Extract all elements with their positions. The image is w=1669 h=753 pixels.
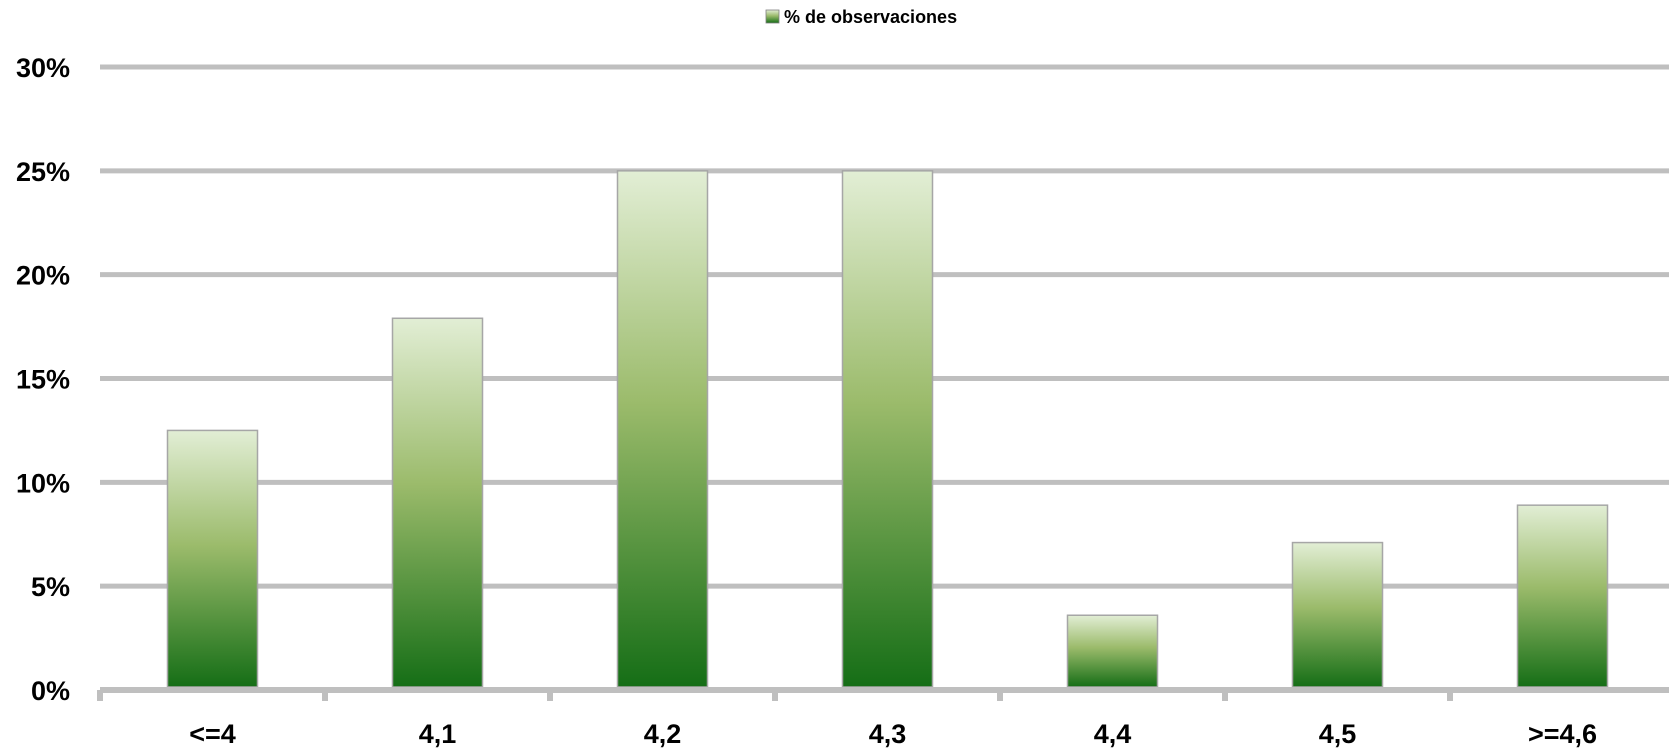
y-tick-label: 10% (16, 468, 70, 498)
bar (616, 170, 709, 688)
legend-label: % de observaciones (784, 7, 957, 27)
x-axis-labels: <=4 4,1 4,2 4,3 4,4 4,5 >=4,6 (189, 719, 1597, 749)
legend-swatch (765, 9, 780, 24)
y-tick-label: 25% (16, 157, 70, 187)
x-tick-label: 4,1 (419, 719, 457, 749)
y-tick-label: 0% (31, 676, 70, 706)
x-tick-label: <=4 (189, 719, 236, 749)
chart-legend: % de observaciones (765, 7, 957, 27)
x-tick-label: 4,3 (869, 719, 907, 749)
y-axis-labels: 0% 5% 10% 15% 20% 25% 30% (16, 53, 70, 706)
x-tick-label: 4,4 (1094, 719, 1132, 749)
bar (1291, 541, 1384, 688)
x-tick-label: 4,5 (1319, 719, 1357, 749)
x-axis (97, 687, 1669, 701)
bar (1516, 504, 1609, 688)
y-tick-label: 15% (16, 365, 70, 395)
x-tick-label: 4,2 (644, 719, 682, 749)
bar (166, 429, 259, 688)
y-tick-label: 5% (31, 572, 70, 602)
bar (1066, 614, 1159, 688)
y-tick-label: 30% (16, 53, 70, 83)
y-tick-label: 20% (16, 261, 70, 291)
bar (391, 317, 484, 688)
bars (166, 170, 1609, 688)
x-tick-label: >=4,6 (1528, 719, 1597, 749)
bar (841, 170, 934, 688)
